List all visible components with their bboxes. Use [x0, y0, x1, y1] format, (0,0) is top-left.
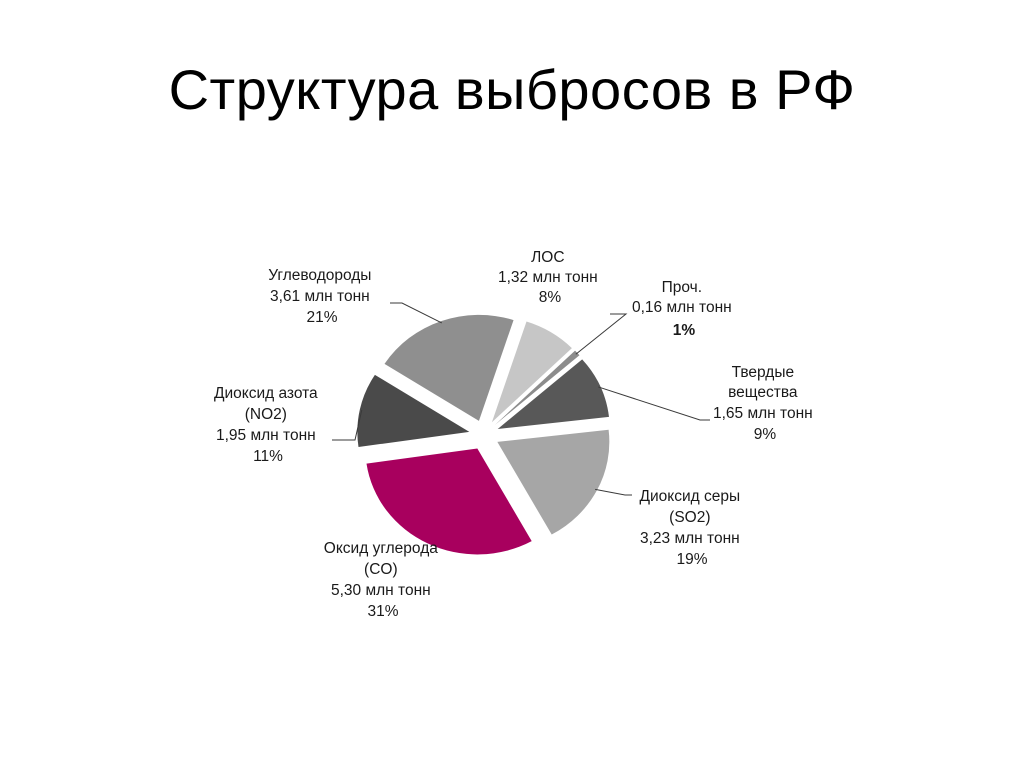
- label-particulates: Твердые вещества 1,65 млн тонн 9%: [713, 364, 817, 443]
- label-hydrocarbons-name: Углеводороды: [268, 267, 371, 284]
- label-so2-name-2: (SO2): [669, 509, 710, 526]
- label-particulates-name-2: вещества: [728, 384, 798, 401]
- label-hydrocarbons-percent: 21%: [306, 309, 337, 326]
- leader-lines: [332, 302, 710, 496]
- label-vocs-value: 1,32 млн тонн: [498, 269, 598, 286]
- label-other-name: Проч.: [662, 279, 702, 296]
- pie-slice-other: [495, 350, 580, 425]
- pie-slice-particulates: [497, 359, 609, 429]
- slide-title: Структура выбросов в РФ: [168, 58, 856, 121]
- leader-line-hydrocarbons: [390, 302, 443, 324]
- pie-slice-so2: [497, 429, 610, 535]
- leader-line-other: [575, 313, 628, 355]
- leader-line-so2: [595, 488, 632, 496]
- label-particulates-percent: 9%: [754, 426, 777, 443]
- pie-slices: [357, 314, 610, 555]
- label-no2-percent: 11%: [253, 448, 283, 465]
- label-co-percent: 31%: [367, 603, 398, 620]
- leader-line-particulates: [598, 386, 710, 421]
- label-so2: Диоксид серы (SO2) 3,23 млн тонн 19%: [640, 488, 745, 568]
- label-no2: Диоксид азота (NO2) 1,95 млн тонн 11%: [214, 385, 322, 465]
- label-hydrocarbons-value: 3,61 млн тонн: [270, 288, 370, 305]
- label-no2-value: 1,95 млн тонн: [216, 427, 316, 444]
- label-co-value: 5,30 млн тонн: [331, 582, 431, 599]
- label-co-name-1: Оксид углерода: [324, 540, 438, 557]
- label-other-percent: 1%: [673, 322, 696, 339]
- label-so2-value: 3,23 млн тонн: [640, 530, 740, 547]
- label-vocs-name: ЛОС: [531, 249, 564, 266]
- label-so2-percent: 19%: [676, 551, 707, 568]
- label-vocs: ЛОС 1,32 млн тонн 8%: [498, 249, 602, 306]
- pie-slice-co: [366, 448, 532, 555]
- leader-line-no2: [332, 409, 363, 441]
- label-particulates-name-1: Твердые: [732, 364, 795, 381]
- label-so2-name-1: Диоксид серы: [640, 488, 741, 505]
- pie-slice-no2: [357, 374, 470, 448]
- pie-slice-hydrocarbons: [384, 314, 514, 421]
- pie-slice-vocs: [491, 321, 572, 423]
- label-other-value: 0,16 млн тонн: [632, 299, 732, 316]
- label-co: Оксид углерода (CO) 5,30 млн тонн 31%: [324, 540, 442, 620]
- label-no2-name-2: (NO2): [245, 406, 287, 423]
- label-other: Проч. 0,16 млн тонн 1%: [632, 279, 736, 339]
- label-hydrocarbons: Углеводороды 3,61 млн тонн 21%: [268, 267, 376, 326]
- label-no2-name-1: Диоксид азота: [214, 385, 318, 402]
- label-co-name-2: (CO): [364, 561, 398, 578]
- label-vocs-percent: 8%: [539, 289, 562, 306]
- label-particulates-value: 1,65 млн тонн: [713, 405, 813, 422]
